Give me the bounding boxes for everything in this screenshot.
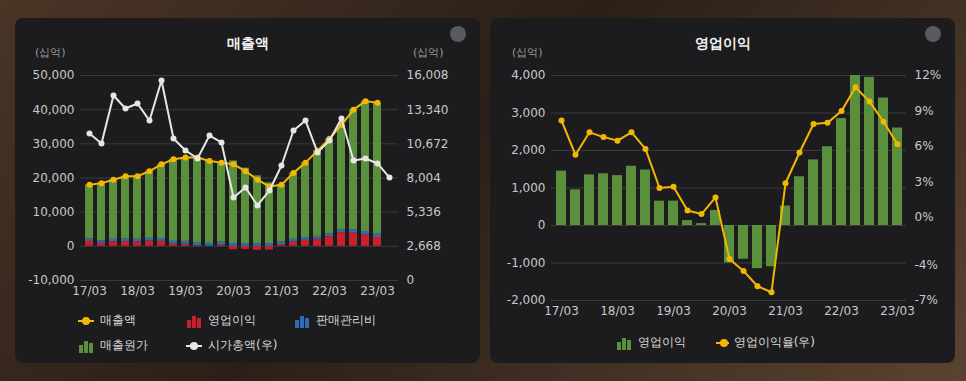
svg-text:50,000: 50,000 [33,68,75,82]
svg-text:17/03: 17/03 [544,304,579,318]
html-text:(십억): (십억) [35,46,66,59]
svg-text:3%: 3% [915,175,934,189]
svg-text:22/03: 22/03 [824,304,859,318]
svg-text:30,000: 30,000 [33,137,75,151]
svg-text:0: 0 [67,239,75,253]
html-text:영업이익: 영업이익 [694,35,751,51]
html-text:판매관리비: 판매관리비 [316,313,376,327]
svg-text:-2,000: -2,000 [507,293,546,307]
html-text:(십억): (십억) [512,46,543,59]
html-text:(십억): (십억) [413,46,444,59]
svg-text:21/03: 21/03 [264,284,299,298]
html-text:매출액: 매출액 [226,35,269,51]
svg-text:3,000: 3,000 [511,106,545,120]
svg-text:0: 0 [407,273,415,287]
svg-text:20/03: 20/03 [216,284,251,298]
svg-text:18/03: 18/03 [120,284,155,298]
svg-text:10,000: 10,000 [33,205,75,219]
svg-text:19/03: 19/03 [656,304,691,318]
html-text:매출원가: 매출원가 [100,338,148,352]
svg-text:4,000: 4,000 [511,68,545,82]
html-text:영업이익: 영업이익 [208,313,256,327]
svg-text:13,340: 13,340 [407,103,449,117]
svg-text:23/03: 23/03 [880,304,915,318]
html-text:시가총액(우): 시가총액(우) [208,338,278,352]
svg-text:19/03: 19/03 [168,284,203,298]
html-text:매출액: 매출액 [100,313,136,327]
svg-text:20/03: 20/03 [712,304,747,318]
svg-text:6%: 6% [915,139,934,153]
svg-text:-4%: -4% [915,258,938,272]
svg-text:2,668: 2,668 [407,239,441,253]
svg-text:5,336: 5,336 [407,205,441,219]
html-text:영업이익율(우): 영업이익율(우) [733,335,815,349]
svg-text:20,000: 20,000 [33,171,75,185]
svg-text:-7%: -7% [915,293,938,307]
svg-text:2,000: 2,000 [511,143,545,157]
svg-text:23/03: 23/03 [360,284,395,298]
svg-text:-1,000: -1,000 [507,256,546,270]
svg-text:17/03: 17/03 [72,284,107,298]
svg-text:40,000: 40,000 [33,103,75,117]
svg-text:-10,000: -10,000 [28,273,74,287]
svg-text:16,008: 16,008 [407,68,449,82]
svg-text:22/03: 22/03 [312,284,347,298]
svg-text:1,000: 1,000 [511,181,545,195]
svg-text:10,672: 10,672 [407,137,449,151]
html-text:영업이익: 영업이익 [638,335,686,349]
svg-text:0: 0 [538,218,546,232]
svg-text:18/03: 18/03 [600,304,635,318]
svg-text:8,004: 8,004 [407,171,441,185]
svg-text:9%: 9% [915,104,934,118]
svg-text:12%: 12% [915,68,942,82]
svg-text:21/03: 21/03 [768,304,803,318]
svg-text:0%: 0% [915,210,934,224]
